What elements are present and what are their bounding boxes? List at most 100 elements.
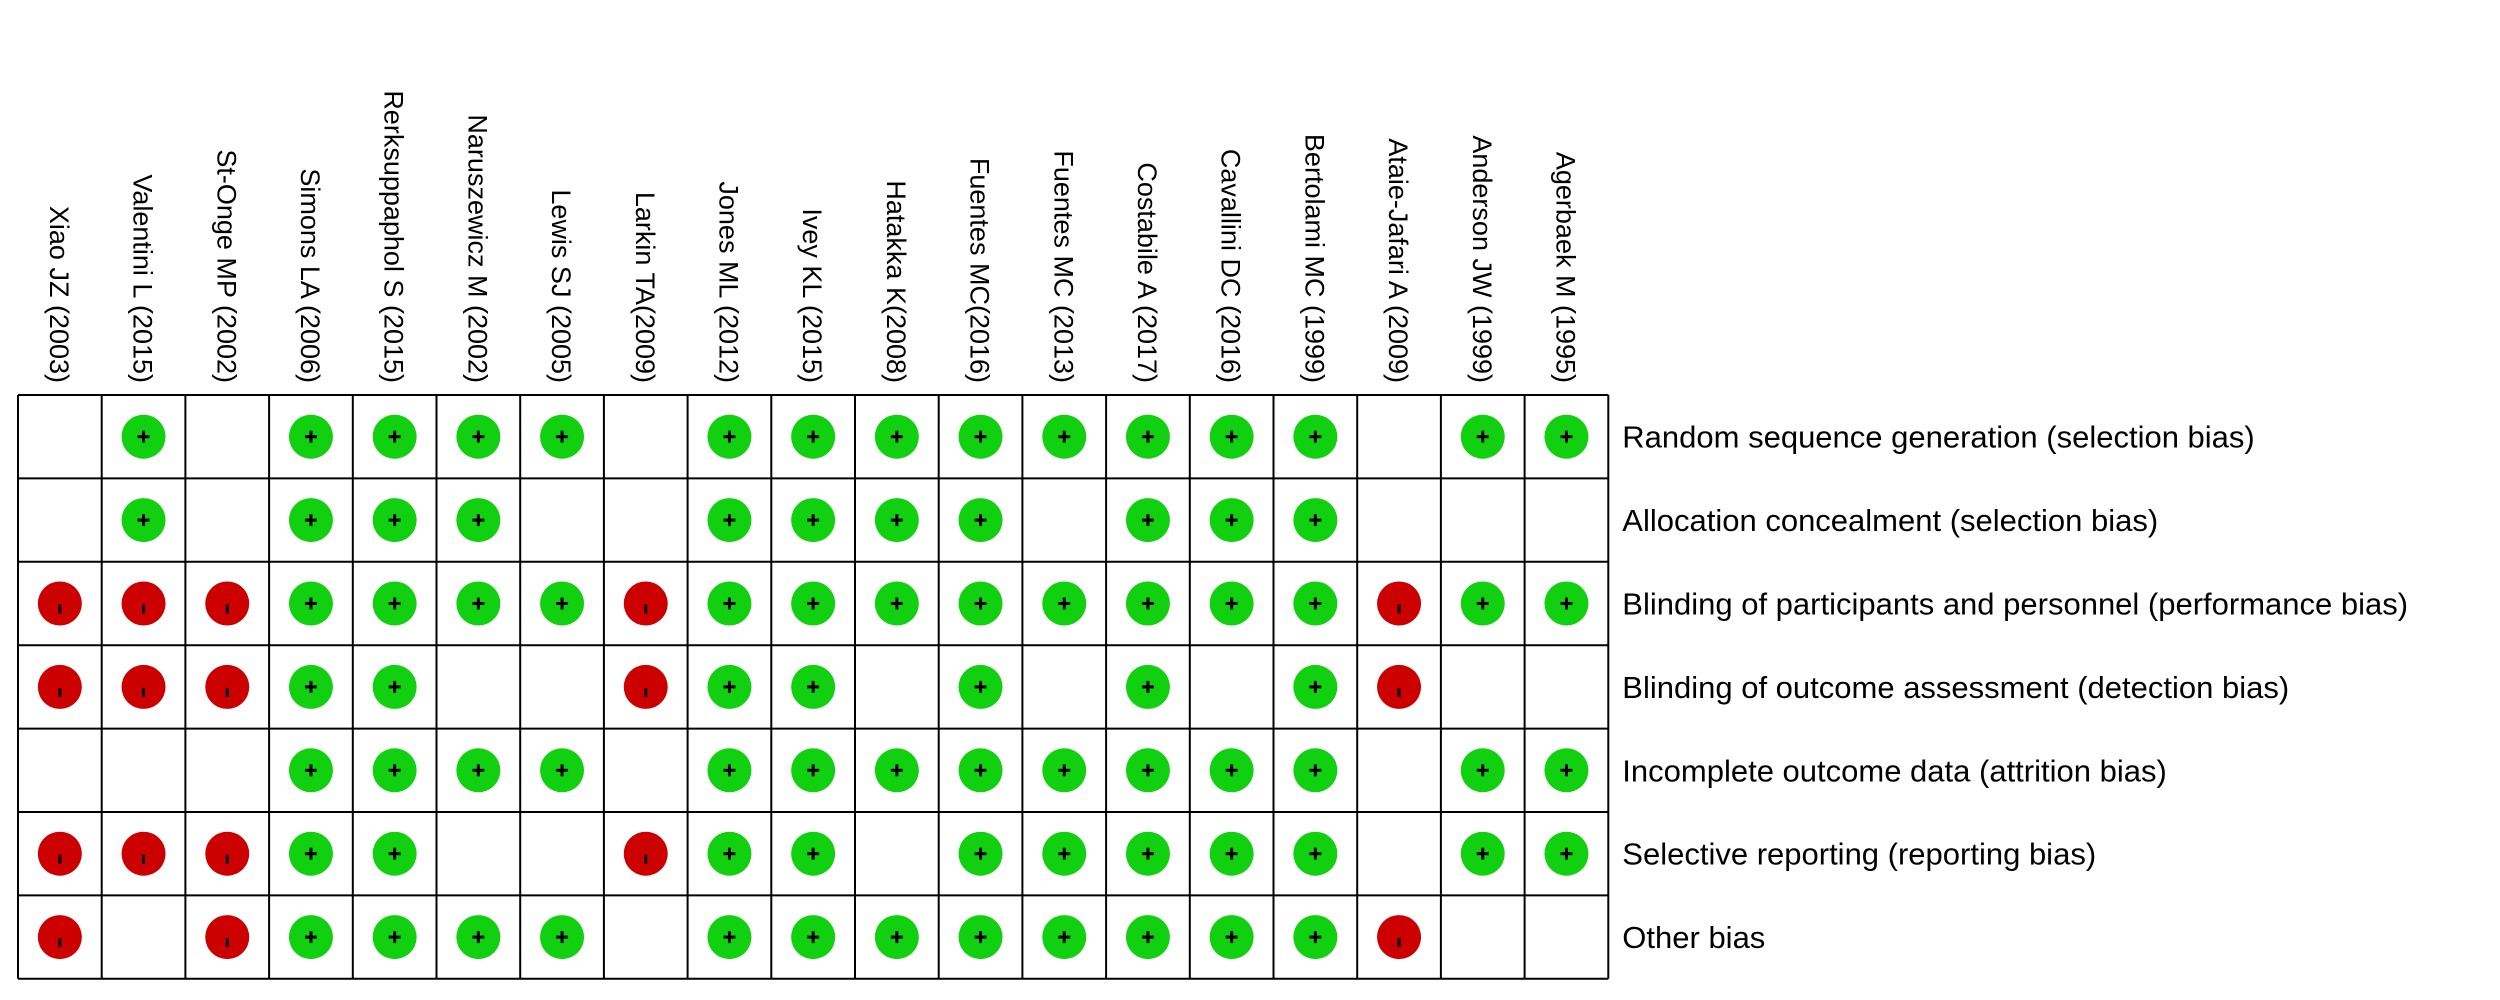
low-risk-mark xyxy=(288,664,333,709)
plus-icon-v xyxy=(560,764,564,777)
domain-label: Allocation concealment (selection bias) xyxy=(1622,503,2158,538)
low-risk-mark xyxy=(958,498,1003,543)
low-risk-mark xyxy=(1293,831,1338,876)
low-risk-mark xyxy=(707,831,752,876)
high-risk-dot xyxy=(205,581,250,626)
study-label: Anderson JW (1999) xyxy=(1467,135,1497,383)
low-risk-mark xyxy=(791,498,836,543)
domain-label: Incomplete outcome data (attrition bias) xyxy=(1622,753,2167,788)
study-label: Bertolami MC (1999) xyxy=(1299,134,1329,383)
high-risk-dot xyxy=(121,831,166,876)
low-risk-mark xyxy=(288,915,333,960)
plus-icon-v xyxy=(1313,931,1317,944)
low-risk-mark xyxy=(540,915,585,960)
plus-icon-v xyxy=(979,931,983,944)
plus-icon-v xyxy=(1062,847,1066,860)
plus-icon-v xyxy=(393,931,397,944)
plus-icon-v xyxy=(476,430,480,443)
plus-icon-v xyxy=(476,514,480,527)
low-risk-mark xyxy=(288,498,333,543)
low-risk-mark xyxy=(1125,581,1170,626)
study-label: Rerksuppaphol S (2015) xyxy=(379,90,409,383)
plus-icon-v xyxy=(393,680,397,693)
low-risk-mark xyxy=(372,498,417,543)
plus-icon-v xyxy=(811,430,815,443)
study-label: Costabile A (2017) xyxy=(1132,162,1162,383)
high-risk-dot xyxy=(121,581,166,626)
high-risk-dot xyxy=(623,664,668,709)
plus-icon-v xyxy=(1313,764,1317,777)
low-risk-mark xyxy=(1460,581,1505,626)
low-risk-mark xyxy=(288,748,333,793)
low-risk-mark xyxy=(372,414,417,459)
high-risk-mark xyxy=(1377,581,1422,626)
high-risk-mark xyxy=(623,664,668,709)
grid-lines xyxy=(17,394,1610,980)
study-label: Xiao JZ (2003) xyxy=(44,206,74,383)
plus-icon-v xyxy=(895,931,899,944)
minus-icon xyxy=(225,938,229,948)
plus-icon-v xyxy=(476,597,480,610)
minus-icon xyxy=(1397,604,1401,614)
low-risk-mark xyxy=(372,831,417,876)
plus-icon-v xyxy=(393,597,397,610)
study-label: Agerbaek M (1995) xyxy=(1550,152,1580,383)
study-label: Valentini L (2015) xyxy=(128,174,158,383)
plus-icon-v xyxy=(393,514,397,527)
low-risk-mark xyxy=(1293,581,1338,626)
low-risk-mark xyxy=(1209,498,1254,543)
minus-icon xyxy=(58,604,62,614)
plus-icon-v xyxy=(1146,764,1150,777)
plus-icon-v xyxy=(309,514,313,527)
plus-icon-v xyxy=(979,430,983,443)
low-risk-mark xyxy=(1293,414,1338,459)
plus-icon-v xyxy=(895,430,899,443)
plus-icon-v xyxy=(1146,430,1150,443)
low-risk-mark xyxy=(1544,831,1589,876)
plus-icon-v xyxy=(309,764,313,777)
low-risk-mark xyxy=(121,498,166,543)
plus-icon-v xyxy=(811,680,815,693)
plus-icon-v xyxy=(309,847,313,860)
low-risk-mark xyxy=(456,748,501,793)
low-risk-mark xyxy=(1544,414,1589,459)
low-risk-mark xyxy=(1293,498,1338,543)
domain-label: Blinding of participants and personnel (… xyxy=(1622,587,2408,622)
plus-icon-v xyxy=(1313,430,1317,443)
low-risk-mark xyxy=(791,414,836,459)
study-label: Larkin TA(2009) xyxy=(630,192,660,383)
plus-icon-v xyxy=(142,514,146,527)
plus-icon-v xyxy=(1313,597,1317,610)
low-risk-mark xyxy=(1293,915,1338,960)
low-risk-mark xyxy=(707,748,752,793)
high-risk-mark xyxy=(121,581,166,626)
study-labels: Xiao JZ (2003) Valentini L (2015) St-Onge … xyxy=(44,90,1581,383)
plus-icon-v xyxy=(309,680,313,693)
plus-icon-v xyxy=(1230,847,1234,860)
minus-icon xyxy=(1397,687,1401,697)
low-risk-mark xyxy=(540,581,585,626)
low-risk-mark xyxy=(540,414,585,459)
domain-label: Other bias xyxy=(1622,920,1765,955)
plus-icon-v xyxy=(1230,514,1234,527)
low-risk-mark xyxy=(288,414,333,459)
low-risk-mark xyxy=(372,581,417,626)
plus-icon-v xyxy=(142,430,146,443)
study-label: Naruszewicz M (2002) xyxy=(462,114,492,383)
domain-label: Random sequence generation (selection bi… xyxy=(1622,420,2254,455)
high-risk-mark xyxy=(121,664,166,709)
high-risk-dot xyxy=(1377,915,1422,960)
study-label: St-Onge MP (2002) xyxy=(211,149,241,383)
low-risk-mark xyxy=(456,915,501,960)
plus-icon-v xyxy=(727,847,731,860)
high-risk-dot xyxy=(37,664,82,709)
plus-icon-v xyxy=(1062,597,1066,610)
study-label: Ataie-Jafari A (2009) xyxy=(1383,138,1413,383)
domain-label: Selective reporting (reporting bias) xyxy=(1622,837,2096,872)
high-risk-mark xyxy=(37,664,82,709)
plus-icon-v xyxy=(1313,514,1317,527)
low-risk-mark xyxy=(791,581,836,626)
low-risk-mark xyxy=(791,664,836,709)
low-risk-mark xyxy=(791,748,836,793)
